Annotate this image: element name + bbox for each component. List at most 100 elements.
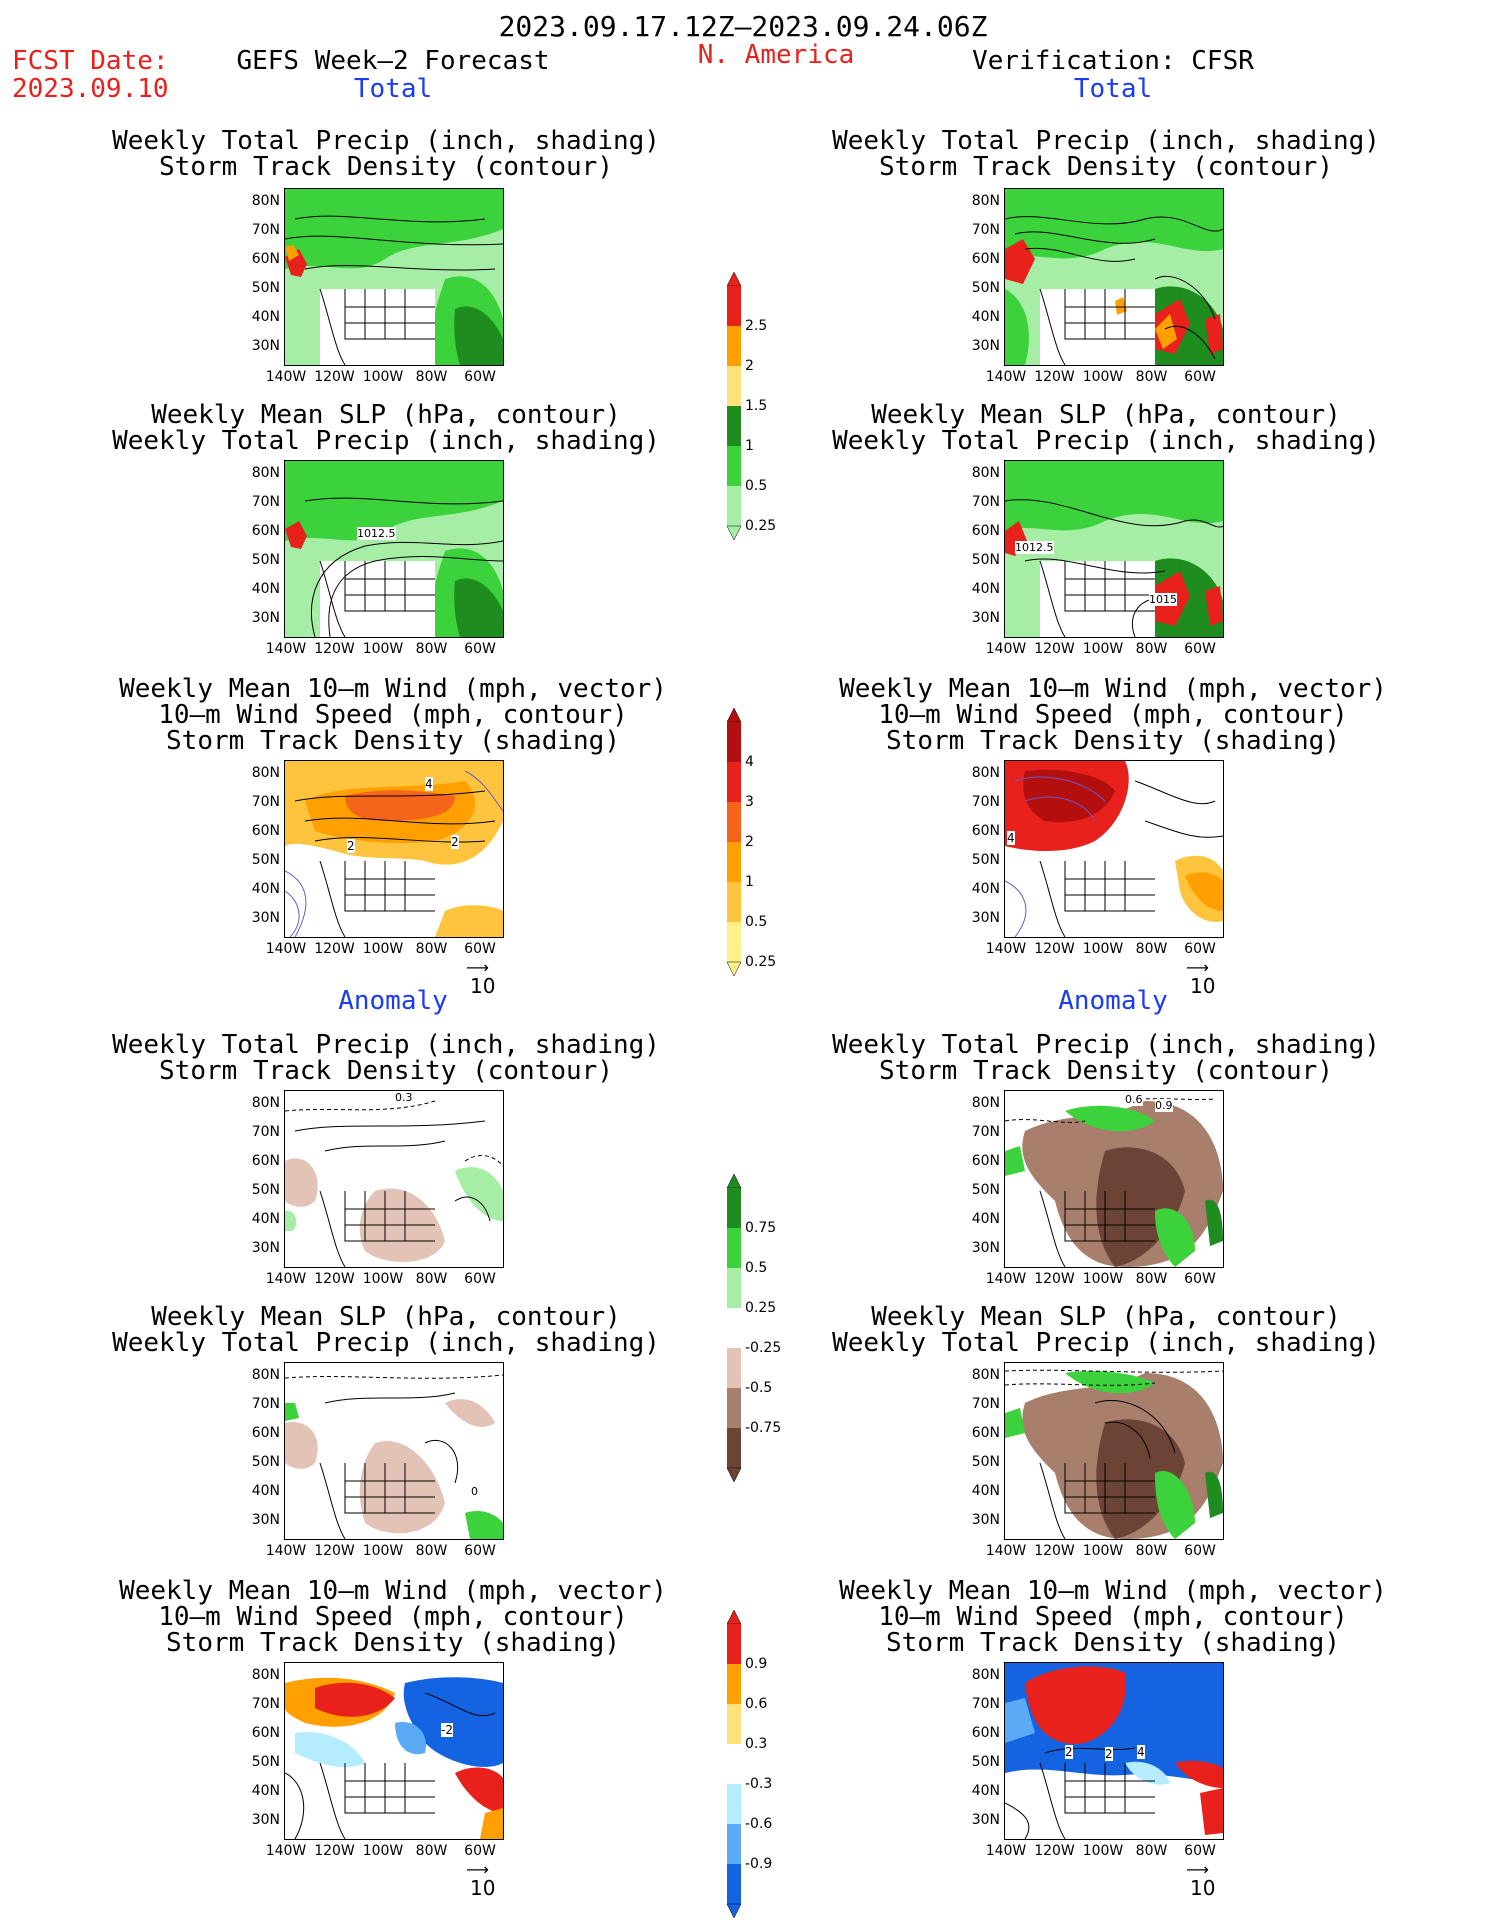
vector-ref-value: 10 <box>1190 974 1216 998</box>
lat-tick-label: 60N <box>251 1725 280 1741</box>
vector-arrow-icon: ⟶ <box>466 1860 489 1879</box>
lat-tick-label: 60N <box>971 251 1000 267</box>
lon-tick-label: 140W <box>985 941 1027 957</box>
lat-tick-label: 70N <box>251 222 280 238</box>
lat-tick-label: 50N <box>251 1454 280 1470</box>
lat-tick-label: 40N <box>251 1783 280 1799</box>
lat-tick-label: 30N <box>971 338 1000 354</box>
lon-tick-label: 60W <box>464 1271 496 1287</box>
lat-tick-label: 50N <box>251 280 280 296</box>
lat-tick-label: 30N <box>251 338 280 354</box>
lon-tick-label: 120W <box>1034 369 1075 385</box>
lat-tick-label: 50N <box>971 852 1000 868</box>
lon-tick-label: 80W <box>415 1543 448 1559</box>
lat-tick-label: 70N <box>251 794 280 810</box>
lat-tick-label: 50N <box>251 852 280 868</box>
lat-tick-label: 30N <box>971 1512 1000 1528</box>
lon-tick-label: 100W <box>362 1843 404 1859</box>
map-anom-slp-verification <box>1004 1362 1224 1540</box>
lat-tick-label: 80N <box>251 1095 280 1111</box>
colorbar-tick-label: 1 <box>745 874 754 890</box>
lat-tick-label: 80N <box>251 1367 280 1383</box>
contour-label: -2 <box>441 1723 453 1737</box>
colorbar-segment <box>727 1388 741 1428</box>
lon-tick-label: 120W <box>314 1271 355 1287</box>
map-anom-wind-storm-forecast: -2 <box>284 1662 504 1840</box>
colorbar-segment <box>727 1704 741 1744</box>
lat-tick-label: 50N <box>251 552 280 568</box>
lon-tick-label: 60W <box>1184 641 1216 657</box>
lat-tick-label: 70N <box>971 1696 1000 1712</box>
colorbar-segment <box>727 486 741 526</box>
colorbar-tick-label: -0.5 <box>745 1380 773 1396</box>
colorbar-svg <box>726 1173 742 1483</box>
lon-tick-label: 100W <box>1082 1271 1124 1287</box>
map-total-precip-verification <box>1004 188 1224 366</box>
colorbar-segment <box>727 326 741 366</box>
lon-tick-label: 80W <box>415 1843 448 1859</box>
colorbar-tick-label: 0.25 <box>745 1300 777 1316</box>
lon-tick-label: 60W <box>1184 1271 1216 1287</box>
colorbar-segment <box>727 1348 741 1388</box>
lat-tick-label: 40N <box>971 309 1000 325</box>
lat-tick-label: 40N <box>251 1483 280 1499</box>
vector-arrow-icon: ⟶ <box>1186 1860 1209 1879</box>
lat-tick-label: 60N <box>251 251 280 267</box>
lon-tick-label: 100W <box>1082 369 1124 385</box>
lon-tick-label: 80W <box>1135 369 1168 385</box>
colorbar-tick-label: 0.5 <box>745 478 768 494</box>
colorbar-tick-label: 0.3 <box>745 1736 768 1752</box>
contour-label: 0.3 <box>395 1091 413 1104</box>
vector-ref-r3-left: ⟶ 10 <box>466 960 496 999</box>
vector-ref-r6-right: ⟶ 10 <box>1186 1860 1216 1901</box>
lon-tick-label: 120W <box>314 369 355 385</box>
lon-tick-label: 120W <box>314 941 355 957</box>
section-total-right: Total <box>1073 74 1153 104</box>
title-r1-left-l2: Storm Track Density (contour) <box>159 152 613 182</box>
title-r6-right-l1: Weekly Mean 10–m Wind (mph, vector) <box>839 1576 1387 1606</box>
lon-tick-label: 80W <box>415 641 448 657</box>
title-r3-right-l1: Weekly Mean 10–m Wind (mph, vector) <box>839 674 1387 704</box>
lat-tick-label: 70N <box>971 1124 1000 1140</box>
lon-tick-label: 140W <box>265 1843 307 1859</box>
lon-tick-label: 140W <box>265 641 307 657</box>
lat-tick-label: 50N <box>251 1182 280 1198</box>
colorbar-tick-label: -0.9 <box>745 1856 773 1872</box>
lat-tick-label: 80N <box>971 465 1000 481</box>
contour-label: 0.6 <box>1125 1093 1143 1106</box>
map-anom-wind-storm-verification: 2 4 2 <box>1004 1662 1224 1840</box>
lon-tick-label: 140W <box>985 1843 1027 1859</box>
colorbar-segment <box>727 1664 741 1704</box>
title-r3-left-l3: Storm Track Density (shading) <box>166 726 620 756</box>
colorbar-svg <box>726 707 742 977</box>
lat-tick-label: 60N <box>971 823 1000 839</box>
lon-tick-label: 60W <box>464 941 496 957</box>
lat-tick-label: 30N <box>251 1240 280 1256</box>
fcst-label: FCST Date: <box>12 46 169 76</box>
vector-ref-value: 10 <box>470 974 496 998</box>
colorbar-segment <box>727 366 741 406</box>
colorbar-tick-label: 0.25 <box>745 518 777 534</box>
lat-tick-label: 60N <box>251 1425 280 1441</box>
colorbar-tick-label: 0.25 <box>745 954 777 970</box>
colorbar-tick-label: 2 <box>745 358 754 374</box>
colorbar-tick-label: 2 <box>745 834 754 850</box>
colorbar-bottom-arrow <box>726 1903 742 1919</box>
lon-tick-label: 120W <box>1034 1843 1075 1859</box>
lon-tick-label: 120W <box>1034 641 1075 657</box>
lon-tick-label: 100W <box>362 641 404 657</box>
lat-tick-label: 40N <box>251 1211 280 1227</box>
lat-tick-label: 60N <box>971 1153 1000 1169</box>
fcst-date: 2023.09.10 <box>12 74 169 104</box>
contour-label: 2 <box>451 835 459 849</box>
lon-tick-label: 120W <box>314 1543 355 1559</box>
section-anomaly-left: Anomaly <box>338 986 448 1016</box>
colorbar-tick-label: 4 <box>745 754 754 770</box>
lon-tick-label: 100W <box>362 941 404 957</box>
colorbar-segment <box>727 922 741 962</box>
lon-tick-label: 80W <box>1135 1843 1168 1859</box>
colorbar-svg <box>726 1609 742 1919</box>
lon-tick-label: 100W <box>362 1271 404 1287</box>
vector-ref-value: 10 <box>1190 1876 1216 1900</box>
period-title: 2023.09.17.12Z–2023.09.24.06Z <box>498 10 988 43</box>
